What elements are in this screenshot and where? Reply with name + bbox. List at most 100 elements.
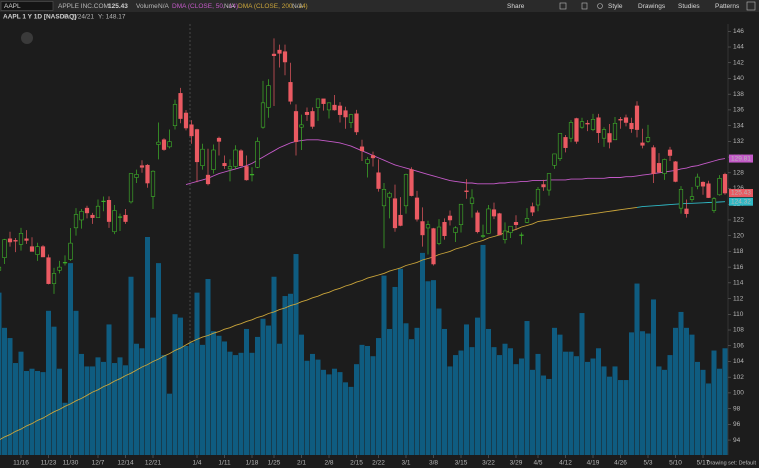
candle-body (370, 155, 376, 159)
icon[interactable] (559, 2, 567, 10)
price-label-box (729, 188, 753, 197)
volume-bar (717, 368, 722, 455)
x-tick-label: 1/25 (268, 460, 281, 467)
volume-bar (18, 351, 24, 455)
volume-bar (563, 351, 568, 455)
icon[interactable] (581, 2, 588, 10)
y-tick-label: 146 (733, 28, 744, 35)
icon[interactable] (597, 3, 603, 9)
candle-body (172, 104, 178, 127)
na: N/A (158, 3, 170, 10)
volume-bar (194, 292, 200, 455)
candle-body (695, 176, 700, 187)
volume-bar (205, 279, 211, 455)
candle-body (403, 174, 409, 207)
candle-body (24, 238, 29, 241)
symbol-box[interactable] (0, 1, 54, 11)
company: APPLE INC.COM (58, 3, 109, 10)
volume-bar (442, 328, 447, 455)
candle-body (68, 242, 73, 260)
volume-bar (387, 328, 392, 455)
volume-bar (414, 327, 420, 455)
volume-bar (90, 366, 95, 455)
volume-bar (722, 348, 728, 455)
volume-bar (249, 352, 255, 455)
candle-body (123, 214, 128, 222)
volume-bar (530, 369, 535, 455)
volume-bar (370, 356, 376, 455)
volume-bar (266, 325, 271, 455)
candle-body (706, 183, 711, 198)
volume-bar (271, 276, 277, 455)
settings-icon[interactable] (746, 1, 756, 11)
candle-body (673, 161, 678, 182)
symbol[interactable]: AAPL (4, 3, 21, 10)
logo (21, 32, 33, 44)
patterns-button[interactable]: Patterns (715, 3, 740, 10)
y-tick-label: 134 (733, 122, 744, 129)
x-tick-label: 12/7 (92, 460, 105, 467)
candle-body (90, 214, 95, 218)
volume-bar (332, 368, 337, 455)
candle-body (629, 122, 634, 130)
price-label: 125.43 (731, 190, 751, 197)
candle-body (607, 133, 612, 143)
x-tick-label: 11/16 (13, 460, 29, 467)
x-tick-label: 3/1 (401, 460, 410, 467)
drawings-button[interactable]: Drawings (638, 3, 666, 10)
legend-entry: DMA (CLOSE, 50, -14) (172, 3, 238, 10)
studies-button[interactable]: Studies (678, 3, 700, 10)
volume-bar (68, 263, 73, 455)
candle-body (211, 149, 216, 170)
x-tick-label: 3/29 (510, 460, 523, 467)
share-button[interactable]: Share (507, 3, 525, 10)
volume-bar (337, 372, 343, 455)
candle-body (62, 262, 68, 264)
x-tick-label: 11/23 (41, 460, 57, 467)
style-button[interactable]: Style (608, 3, 623, 10)
candle-body (299, 124, 304, 128)
y-tick-label: 116 (733, 264, 744, 271)
volume-bar (640, 331, 645, 455)
candle-body (315, 98, 321, 108)
volume-bar (365, 346, 370, 455)
candle-body (414, 197, 420, 220)
candle-body (387, 192, 392, 198)
candle-body (409, 169, 414, 196)
x-tick-label: 2/1 (297, 460, 306, 467)
volume-bar (24, 370, 29, 455)
candle-body (601, 129, 607, 139)
volume-bar (447, 366, 453, 455)
candle-body (667, 149, 673, 156)
y-tick-label: 102 (733, 374, 744, 381)
candle-body (255, 141, 260, 168)
y-tick-label: 118 (733, 248, 744, 255)
candle-body (530, 206, 535, 213)
volume-bar (13, 363, 18, 455)
volume-bar (348, 386, 354, 455)
volume-bar (299, 334, 304, 455)
volume-bar (596, 348, 601, 455)
volume-bar (651, 299, 656, 455)
candle-body (51, 273, 57, 284)
candle-body (392, 198, 398, 229)
x-tick-label: 4/12 (559, 460, 572, 467)
candle-body (590, 119, 596, 130)
volume-bar (403, 323, 409, 455)
candle-body (689, 196, 695, 200)
candle-body (200, 148, 205, 167)
x-tick-label: 2/8 (324, 460, 333, 467)
candle-body (35, 246, 40, 255)
x-tick-label: 4/26 (614, 460, 627, 467)
y-tick-label: 112 (733, 295, 744, 302)
candle-body (640, 142, 645, 146)
candle-body (508, 225, 513, 233)
price-label-box (729, 197, 753, 206)
y-tick-label: 120 (733, 232, 744, 239)
volume-bar (480, 244, 486, 455)
volume-bar (519, 358, 524, 455)
volume-bar (244, 328, 249, 455)
candle-body (260, 102, 266, 128)
volume-bar (293, 254, 299, 455)
y-tick-label: 104 (733, 358, 744, 365)
